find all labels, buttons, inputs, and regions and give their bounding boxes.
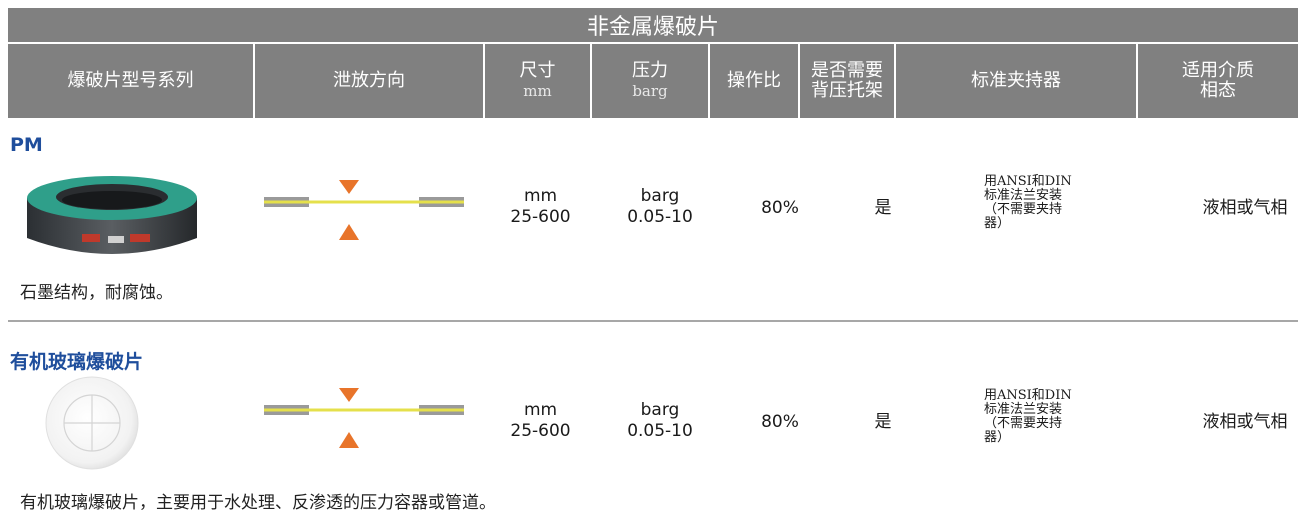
table-title: 非金属爆破片 [8, 8, 1298, 42]
graphite-rupture-disc-image [27, 176, 197, 254]
header-series-label: 爆破片型号系列 [67, 70, 194, 91]
relief-direction-diagram-pmma [264, 388, 464, 448]
row-pmma-size: mm 25-600 [488, 400, 593, 442]
header-backpressure-line2: 背压托架 [811, 80, 883, 101]
header-size-unit: mm [523, 82, 552, 100]
row-pm-pressure-value: 0.05-10 [627, 207, 693, 227]
row-pmma-holder-line4: 器） [984, 430, 1011, 445]
acrylic-rupture-disc-image [45, 376, 139, 470]
header-size: 尺寸 mm [485, 44, 590, 118]
table-title-text: 非金属爆破片 [586, 15, 719, 40]
header-backpressure: 是否需要 背压托架 [800, 44, 894, 118]
row-pm-holder-line3: （不需要夹持 [984, 202, 1063, 217]
header-direction: 泄放方向 [255, 44, 483, 118]
row-pm-holder: 用ANSI和DIN 标准法兰安装 （不需要夹持 器） [984, 175, 1072, 231]
row-pm-pressure: barg 0.05-10 [610, 186, 710, 228]
row-pmma-media: 液相或气相 [1202, 412, 1288, 432]
header-backpressure-line1: 是否需要 [811, 60, 883, 81]
header-holder: 标准夹持器 [896, 44, 1136, 118]
header-pressure: 压力 barg [592, 44, 708, 118]
row-pm-holder-line4: 器） [984, 216, 1011, 231]
row-pmma-holder: 用ANSI和DIN 标准法兰安装 （不需要夹持 器） [984, 389, 1072, 445]
row-pm-media: 液相或气相 [1202, 198, 1288, 218]
row-pmma-holder-line3: （不需要夹持 [984, 416, 1063, 431]
row-pmma-ratio: 80% [761, 412, 799, 432]
header-ratio-label: 操作比 [727, 70, 781, 91]
row-pmma-size-value: 25-600 [510, 421, 571, 441]
row-pmma-title: 有机玻璃爆破片 [10, 351, 144, 373]
row-pmma-holder-line2: 标准法兰安装 [984, 402, 1063, 417]
relief-direction-diagram-pm [264, 180, 464, 240]
row-divider [8, 320, 1298, 322]
row-pmma-size-unit: mm [523, 400, 558, 420]
table-header-row: 爆破片型号系列 泄放方向 尺寸 mm 压力 barg 操作比 是否需要 背压托架… [8, 44, 1298, 118]
row-pmma-pressure-unit: barg [640, 400, 680, 420]
header-direction-label: 泄放方向 [333, 70, 405, 91]
row-pm-description: 石墨结构，耐腐蚀。 [20, 283, 173, 303]
header-ratio: 操作比 [710, 44, 798, 118]
row-pm-backpressure: 是 [874, 198, 892, 218]
row-pm-size-value: 25-600 [510, 207, 571, 227]
header-media-line1: 适用介质 [1182, 60, 1254, 81]
row-pm-holder-line1: 用ANSI和DIN [984, 174, 1072, 189]
row-pmma-pressure-value: 0.05-10 [627, 421, 693, 441]
row-pm-title: PM [10, 134, 43, 156]
header-holder-label: 标准夹持器 [971, 70, 1061, 91]
row-pm-size: mm 25-600 [488, 186, 593, 228]
header-pressure-unit: barg [632, 82, 668, 100]
row-pmma-description: 有机玻璃爆破片，主要用于水处理、反渗透的压力容器或管道。 [20, 493, 496, 513]
header-media: 适用介质 相态 [1138, 44, 1298, 118]
row-pm-size-unit: mm [523, 186, 558, 206]
header-size-label: 尺寸 [519, 60, 556, 81]
row-pm-ratio: 80% [761, 198, 799, 218]
row-pm-pressure-unit: barg [640, 186, 680, 206]
header-pressure-label: 压力 [632, 60, 668, 81]
row-pm-holder-line2: 标准法兰安装 [984, 188, 1063, 203]
row-pmma-backpressure: 是 [874, 412, 892, 432]
header-media-line2: 相态 [1200, 80, 1236, 101]
row-pmma-holder-line1: 用ANSI和DIN [984, 388, 1072, 403]
row-pmma-pressure: barg 0.05-10 [610, 400, 710, 442]
header-series: 爆破片型号系列 [8, 44, 253, 118]
